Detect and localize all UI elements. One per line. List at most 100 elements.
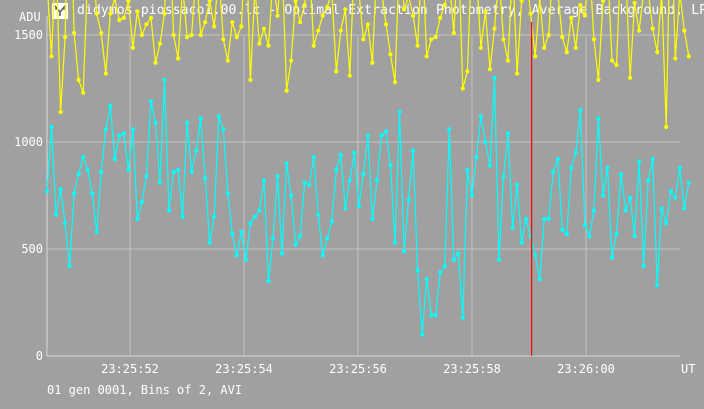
series-2-point — [230, 231, 235, 237]
series-1-point — [433, 35, 438, 40]
series-2-point — [664, 221, 669, 226]
series-1-point — [538, 0, 542, 1]
series-2-point — [58, 187, 63, 192]
series-1-point — [289, 58, 294, 63]
series-1-point — [686, 54, 691, 59]
series-1-point — [501, 37, 506, 42]
series-1-point — [185, 35, 190, 40]
series-2-point — [564, 231, 569, 237]
series-1-point — [212, 24, 217, 29]
series-2-point — [307, 182, 312, 187]
series-2-point — [361, 172, 366, 177]
series-2-point — [198, 116, 203, 121]
series-1-point — [266, 43, 271, 48]
series-2-point — [533, 253, 538, 258]
series-2-point — [347, 178, 352, 183]
series-2-point — [221, 127, 226, 132]
photometry-app-icon[interactable] — [52, 3, 68, 19]
series-2-point — [460, 315, 465, 320]
series-1-point — [198, 32, 203, 38]
y-axis-unit: ADU — [19, 10, 41, 24]
series-2-point — [108, 103, 113, 108]
series-1-point — [411, 13, 416, 18]
series-1-point — [569, 15, 574, 20]
series-1-point — [316, 28, 321, 33]
series-2-point — [81, 154, 86, 160]
series-2-point — [63, 221, 68, 226]
series-2-point — [614, 231, 619, 237]
series-2-point — [510, 225, 515, 230]
series-2-point — [637, 159, 642, 164]
series-1-point — [121, 15, 126, 20]
series-1-point — [596, 77, 601, 82]
y-tick-label: 0 — [36, 349, 43, 363]
series-1-point — [207, 0, 212, 3]
series-2-point — [239, 229, 244, 234]
series-2-point — [212, 214, 217, 219]
series-1-point — [234, 35, 239, 40]
series-2-point — [618, 172, 624, 177]
series-1-point — [655, 50, 660, 55]
series-1-point — [560, 35, 565, 40]
series-1-point — [347, 73, 352, 78]
series-1-point — [320, 13, 325, 18]
series-1-point — [108, 11, 113, 16]
series-2-point — [370, 216, 375, 222]
series-2-point — [162, 77, 167, 82]
series-2-point — [650, 157, 655, 162]
series-1-point — [519, 0, 524, 3]
series-1-point — [505, 58, 511, 63]
series-2-point — [659, 206, 664, 211]
x-tick-label: 23:25:54 — [215, 362, 273, 376]
series-1-point — [117, 17, 122, 23]
series-1-point — [284, 88, 289, 93]
series-2-point — [180, 214, 185, 219]
series-1-point — [402, 7, 407, 12]
series-1-point — [664, 124, 669, 130]
series-1-point — [388, 52, 393, 57]
series-1-point — [591, 37, 597, 42]
series-1-point — [460, 86, 465, 91]
series-2-point — [474, 154, 479, 160]
series-2-point — [587, 234, 592, 239]
series-2-point — [632, 234, 637, 239]
series-2-point — [144, 174, 149, 179]
series-2-point — [316, 212, 321, 217]
series-1-point — [370, 60, 375, 65]
series-2-point — [334, 167, 339, 172]
series-2-point — [343, 206, 348, 211]
series-2-point — [117, 133, 122, 138]
series-2-point — [551, 169, 556, 175]
series-1-point — [343, 7, 348, 12]
series-1-point — [483, 9, 488, 14]
series-1-point — [257, 41, 262, 46]
series-2-point — [677, 165, 682, 170]
series-2-point — [329, 219, 334, 224]
series-1-point — [478, 45, 483, 50]
series-1-point — [673, 56, 678, 61]
series-1-point — [157, 41, 163, 46]
status-footer: 01 gen 0001, Bins of 2, AVI — [47, 383, 243, 397]
series-1-point — [298, 20, 303, 25]
series-1-point — [614, 62, 619, 68]
series-2-point — [153, 120, 158, 125]
series-1-point — [103, 71, 108, 76]
x-tick-label: 23:25:52 — [101, 362, 159, 376]
series-1-point — [582, 13, 588, 18]
series-2-point — [406, 197, 411, 202]
series-1-point — [230, 20, 235, 25]
series-1-point — [58, 109, 63, 115]
series-2-point — [103, 127, 108, 132]
series-2-point — [447, 127, 452, 132]
series-2-point — [356, 204, 361, 209]
series-1-point — [162, 11, 167, 16]
series-2-point — [515, 182, 520, 187]
series-2-point — [668, 189, 673, 194]
series-2-point — [325, 236, 330, 241]
series-1-point — [609, 58, 615, 63]
series-1-point — [424, 54, 429, 59]
series-2-point — [582, 223, 588, 228]
series-1-point — [573, 45, 578, 50]
series-1-point — [650, 26, 655, 31]
